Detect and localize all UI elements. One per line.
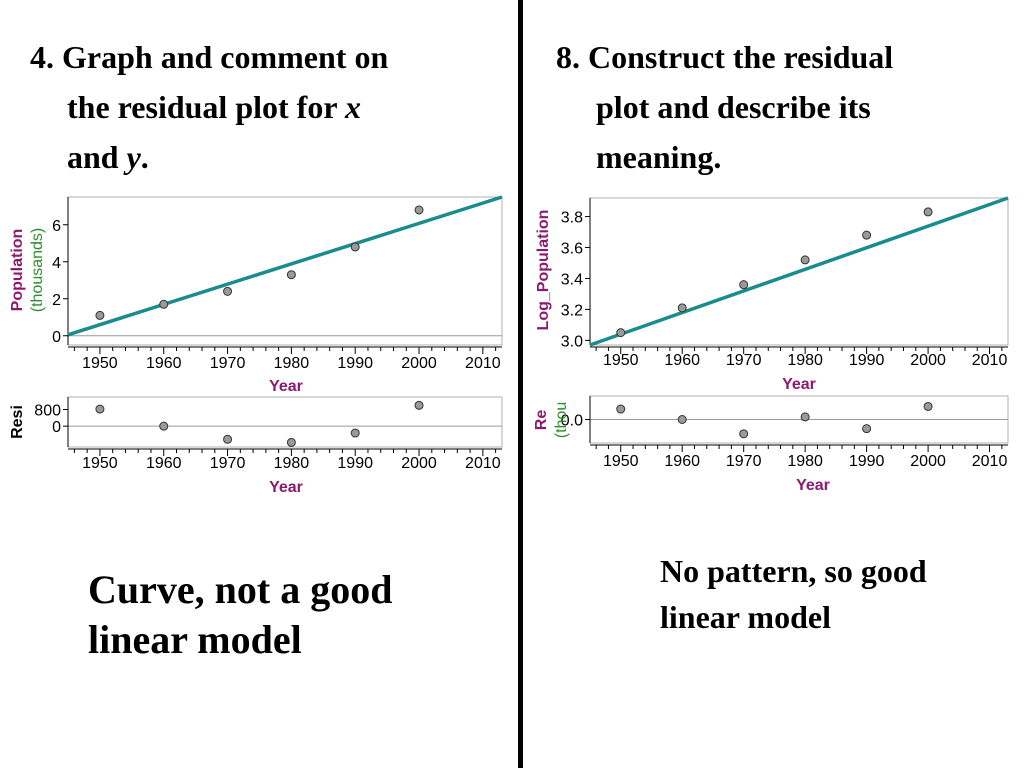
y-tick-label: 3.6 [561,241,583,258]
data-point [95,404,105,414]
data-point [414,400,424,410]
y-tick-label: 800 [34,403,61,420]
y-tick-label: 0.0 [561,413,583,430]
x-tick-label: 1960 [146,455,182,472]
x-axis-label: Year [269,378,303,395]
y-tick-label: 2 [52,292,61,309]
data-point [739,429,749,439]
chart-1 [63,195,503,354]
left-comment: Curve, not a good linear model [88,567,393,662]
y-tick-label: 3.2 [561,302,583,319]
chart-3 [585,196,1009,354]
x-tick-label: 1950 [603,352,639,369]
fit-line [589,196,1009,347]
y-tick-label: 3.0 [561,333,583,350]
question-4-line-3-text: and [67,139,127,175]
y-axis-label: Log_Population [535,210,552,331]
question-4-line-2-text: the residual plot for [67,89,345,125]
x-tick-label: 1970 [726,453,762,470]
x-tick-label: 2000 [401,455,437,472]
question-4-line-1: 4. Graph and comment on [30,39,389,75]
data-point [350,242,360,252]
data-point [862,230,872,240]
question-4-line-3: and y. [30,132,510,182]
y-axis-label: Resi [9,405,26,439]
x-tick-label: 1950 [603,453,639,470]
data-point [923,207,933,217]
data-point [616,404,626,414]
y-tick-label: 0 [52,419,61,436]
y-axis-unit-label: (thousands) [29,228,46,313]
data-point [800,255,810,265]
question-4-text: 4. Graph and comment on the residual plo… [30,32,510,182]
x-tick-label: 2010 [465,455,501,472]
data-point [95,310,105,320]
question-8-text: 8. Construct the residual plot and descr… [556,32,1016,182]
data-point [862,424,872,434]
x-tick-label: 1970 [210,355,246,372]
x-tick-label: 2010 [972,352,1008,369]
x-tick-label: 1960 [664,352,700,369]
data-point [286,437,296,447]
question-4-period: . [140,139,149,175]
data-point [677,303,687,313]
fit-line [67,195,503,337]
question-8-line-2: plot and describe its [596,89,871,125]
x-tick-label: 1980 [787,352,823,369]
data-point [677,415,687,424]
y-tick-label: 6 [52,218,61,235]
chart-4 [585,395,1009,452]
x-tick-label: 1960 [146,355,182,372]
question-4-var-y: y [126,139,141,175]
x-tick-label: 1950 [82,355,118,372]
question-4-line-2: the residual plot for x [30,82,510,132]
question-8-line-3: meaning. [596,139,722,175]
x-tick-label: 1970 [210,455,246,472]
data-point [414,205,424,215]
x-tick-label: 1990 [337,455,373,472]
x-tick-label: 1950 [82,455,118,472]
x-axis-label: Year [796,477,830,494]
data-point [286,270,296,280]
x-axis-label: Year [782,376,816,393]
data-point [159,421,169,431]
x-tick-label: 1980 [274,455,310,472]
x-tick-label: 1980 [274,355,310,372]
x-tick-label: 1990 [337,355,373,372]
x-tick-label: 1980 [787,453,823,470]
data-point [739,280,749,290]
y-axis-label: Re [533,410,550,431]
x-tick-label: 2000 [910,453,946,470]
x-tick-label: 2000 [910,352,946,369]
x-tick-label: 2010 [465,355,501,372]
panel-divider [518,0,523,768]
question-8-line-1: 8. Construct the residual [556,39,894,75]
data-point [223,434,233,444]
y-axis-label: Population [9,229,26,312]
data-point [616,328,626,338]
data-point [350,428,360,438]
plot-frame [67,396,503,448]
y-tick-label: 0 [52,329,61,346]
data-point [800,412,810,422]
x-tick-label: 2010 [972,453,1008,470]
data-point [159,299,169,309]
data-point [223,286,233,296]
x-axis-label: Year [269,479,303,496]
chart-2 [63,396,503,456]
x-tick-label: 2000 [401,355,437,372]
y-axis-unit-label: (thou [553,402,570,438]
y-tick-label: 3.8 [561,210,583,227]
x-tick-label: 1970 [726,352,762,369]
x-tick-label: 1990 [849,453,885,470]
question-4-var-x: x [344,89,361,125]
right-comment: No pattern, so good linear model [660,553,927,635]
x-tick-label: 1960 [664,453,700,470]
data-point [923,401,933,411]
y-tick-label: 3.4 [561,271,583,288]
y-tick-label: 4 [52,255,61,272]
x-tick-label: 1990 [849,352,885,369]
